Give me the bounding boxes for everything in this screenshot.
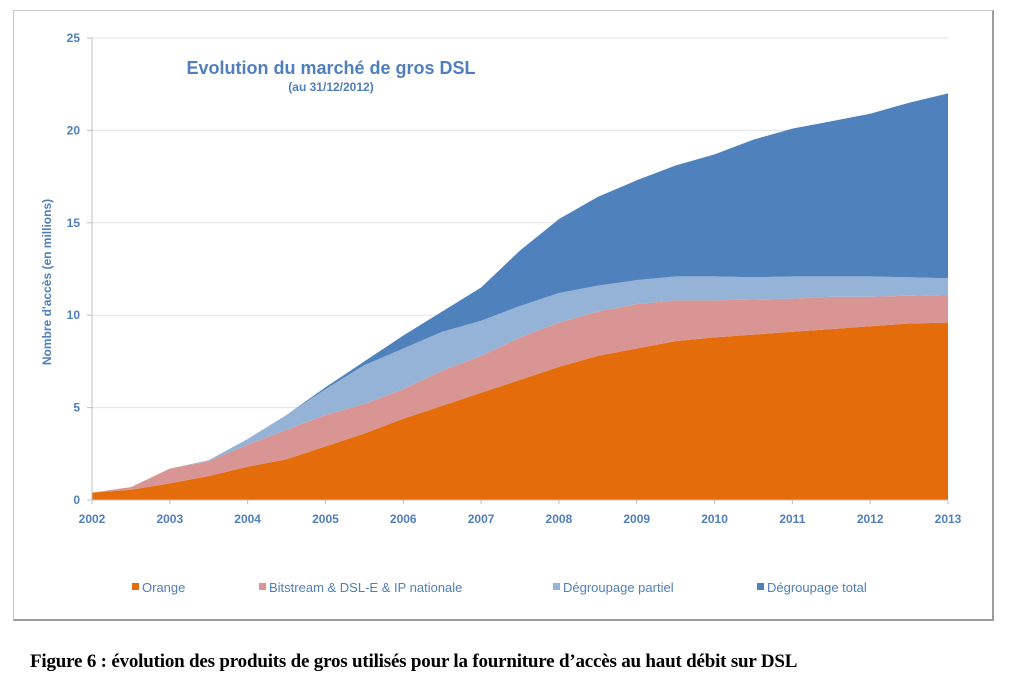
x-tick-label: 2004 [234, 512, 261, 526]
legend-swatch [259, 583, 266, 590]
x-tick-label: 2002 [79, 512, 106, 526]
chart-subtitle: (au 31/12/2012) [288, 80, 373, 94]
x-tick-label: 2006 [390, 512, 417, 526]
x-tick-label: 2003 [156, 512, 183, 526]
legend-label: Bitstream & DSL-E & IP nationale [269, 580, 462, 595]
x-tick-label: 2007 [468, 512, 495, 526]
x-tick-label: 2005 [312, 512, 339, 526]
area-series-2 [92, 276, 948, 493]
x-tick-label: 2009 [623, 512, 650, 526]
stacked-areas [92, 93, 948, 500]
x-tick-label: 2013 [935, 512, 962, 526]
y-tick-label: 5 [73, 401, 80, 415]
y-axis-title: Nombre d'accès (en millions) [40, 199, 54, 365]
legend-label: Dégroupage total [767, 580, 867, 595]
legend: Orange Bitstream & DSL-E & IP nationale Dé… [132, 580, 867, 595]
y-tick-label: 25 [67, 31, 81, 45]
x-tick-label: 2012 [857, 512, 884, 526]
y-tick-label: 0 [73, 493, 80, 507]
y-tick-label: 15 [67, 216, 81, 230]
y-tick-label: 10 [67, 308, 81, 322]
legend-item-1: Bitstream & DSL-E & IP nationale [259, 580, 462, 595]
x-tick-label: 2008 [546, 512, 573, 526]
legend-label: Orange [142, 580, 185, 595]
legend-label: Dégroupage partiel [563, 580, 674, 595]
area-series-1 [92, 294, 948, 493]
area-series-3 [92, 93, 948, 493]
figure-caption: Figure 6 : évolution des produits de gro… [30, 651, 798, 672]
legend-swatch [132, 583, 139, 590]
legend-item-2: Dégroupage partiel [553, 580, 674, 595]
chart-title: Evolution du marché de gros DSL [186, 58, 475, 78]
legend-swatch [757, 583, 764, 590]
legend-item-0: Orange [132, 580, 185, 595]
axes: 0 5 10 15 20 25 2002 2003 2004 2005 2006 2007 2008 20… [67, 31, 962, 526]
area-series-0 [92, 322, 948, 500]
legend-item-3: Dégroupage total [757, 580, 867, 595]
legend-swatch [553, 583, 560, 590]
x-tick-label: 2010 [701, 512, 728, 526]
x-tick-label: 2011 [779, 512, 805, 526]
y-tick-label: 20 [67, 123, 81, 137]
